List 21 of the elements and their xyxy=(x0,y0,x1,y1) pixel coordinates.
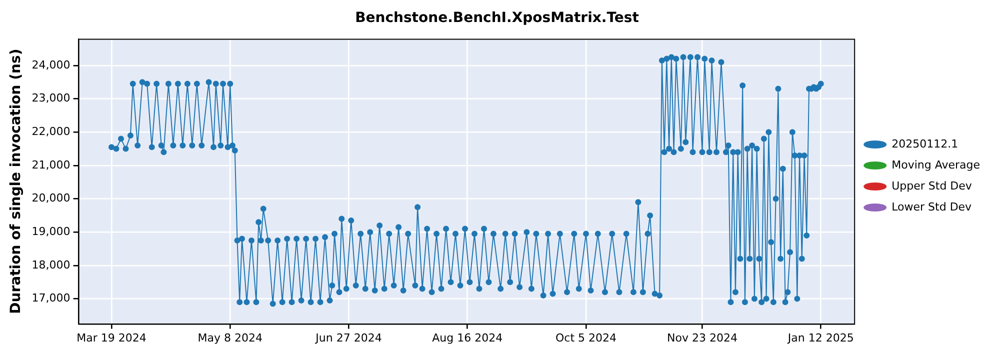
chart-title: Benchstone.BenchI.XposMatrix.Test xyxy=(355,10,640,26)
x-tick-label: May 8 2024 xyxy=(198,331,262,344)
y-tick-label: 19,000 xyxy=(32,224,70,238)
x-tick-label: Jan 12 2025 xyxy=(786,331,854,344)
x-tick-label: Jun 27 2024 xyxy=(314,331,382,344)
y-tick-label: 18,000 xyxy=(32,258,70,272)
legend-label: Upper Std Dev xyxy=(892,179,972,192)
legend-label: Moving Average xyxy=(892,158,980,172)
y-tick-label: 23,000 xyxy=(32,92,70,105)
y-tick-label: 20,000 xyxy=(32,192,70,205)
x-tick-label: Oct 5 2024 xyxy=(555,331,617,344)
y-tick-label: 21,000 xyxy=(32,158,70,172)
y-axis-title: Duration of single invocation (ns) xyxy=(8,48,24,314)
x-tick-label: Nov 23 2024 xyxy=(667,331,738,344)
y-tick-label: 22,000 xyxy=(32,124,70,138)
y-tick-label: 24,000 xyxy=(32,58,70,72)
legend-label: Lower Std Dev xyxy=(892,200,972,214)
legend-label: 20250112.1 xyxy=(892,137,958,150)
x-tick-label: Mar 19 2024 xyxy=(76,331,146,344)
y-tick-label: 17,000 xyxy=(32,292,70,305)
x-tick-label: Aug 16 2024 xyxy=(432,331,503,344)
